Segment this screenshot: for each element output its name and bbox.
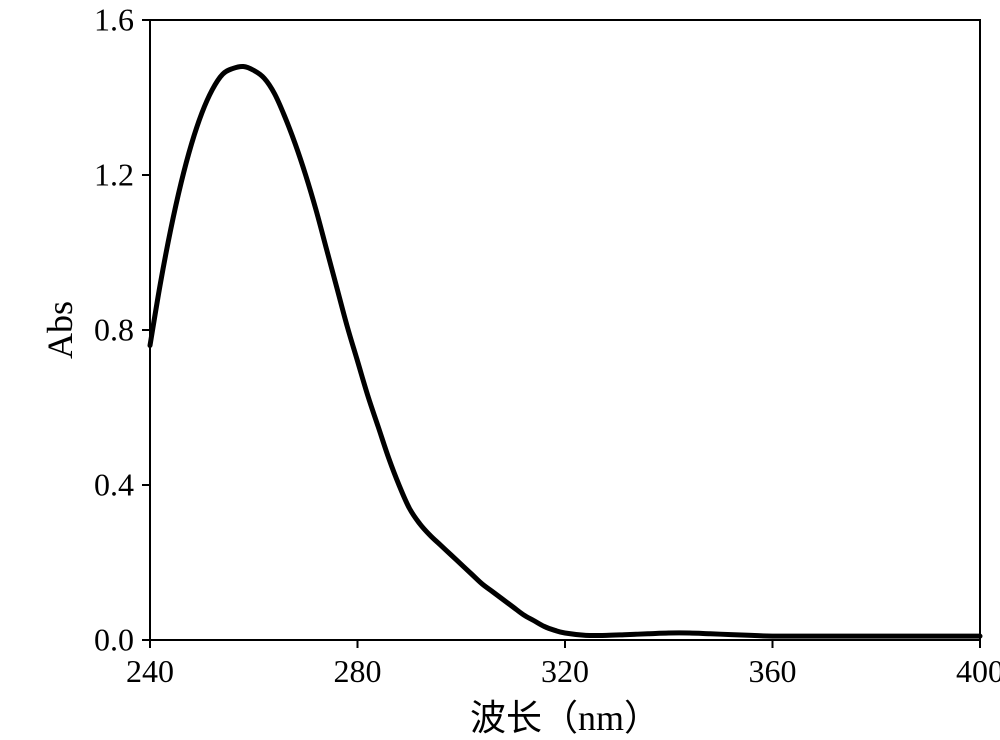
x-tick-label: 320 bbox=[541, 653, 589, 689]
y-tick-label: 1.6 bbox=[94, 2, 134, 38]
spectrum-chart: 240 280 320 360 400 0.0 0.4 0.8 1.2 1.6 波长（nm） Abs bbox=[0, 0, 1000, 740]
y-tick-label: 1.2 bbox=[94, 157, 134, 193]
x-tick-label: 280 bbox=[334, 653, 382, 689]
y-tick-label: 0.8 bbox=[94, 312, 134, 348]
x-tick-label: 400 bbox=[956, 653, 1000, 689]
y-tick-label: 0.0 bbox=[94, 622, 134, 658]
y-tick-label: 0.4 bbox=[94, 467, 134, 503]
x-tick-label: 360 bbox=[749, 653, 797, 689]
plot-frame bbox=[150, 20, 980, 640]
x-tick-label: 240 bbox=[126, 653, 174, 689]
chart-svg: 240 280 320 360 400 0.0 0.4 0.8 1.2 1.6 波长（nm） Abs bbox=[0, 0, 1000, 740]
absorbance-spectrum bbox=[150, 66, 980, 636]
x-axis-title: 波长（nm） bbox=[470, 698, 660, 738]
y-axis-title: Abs bbox=[40, 301, 80, 359]
